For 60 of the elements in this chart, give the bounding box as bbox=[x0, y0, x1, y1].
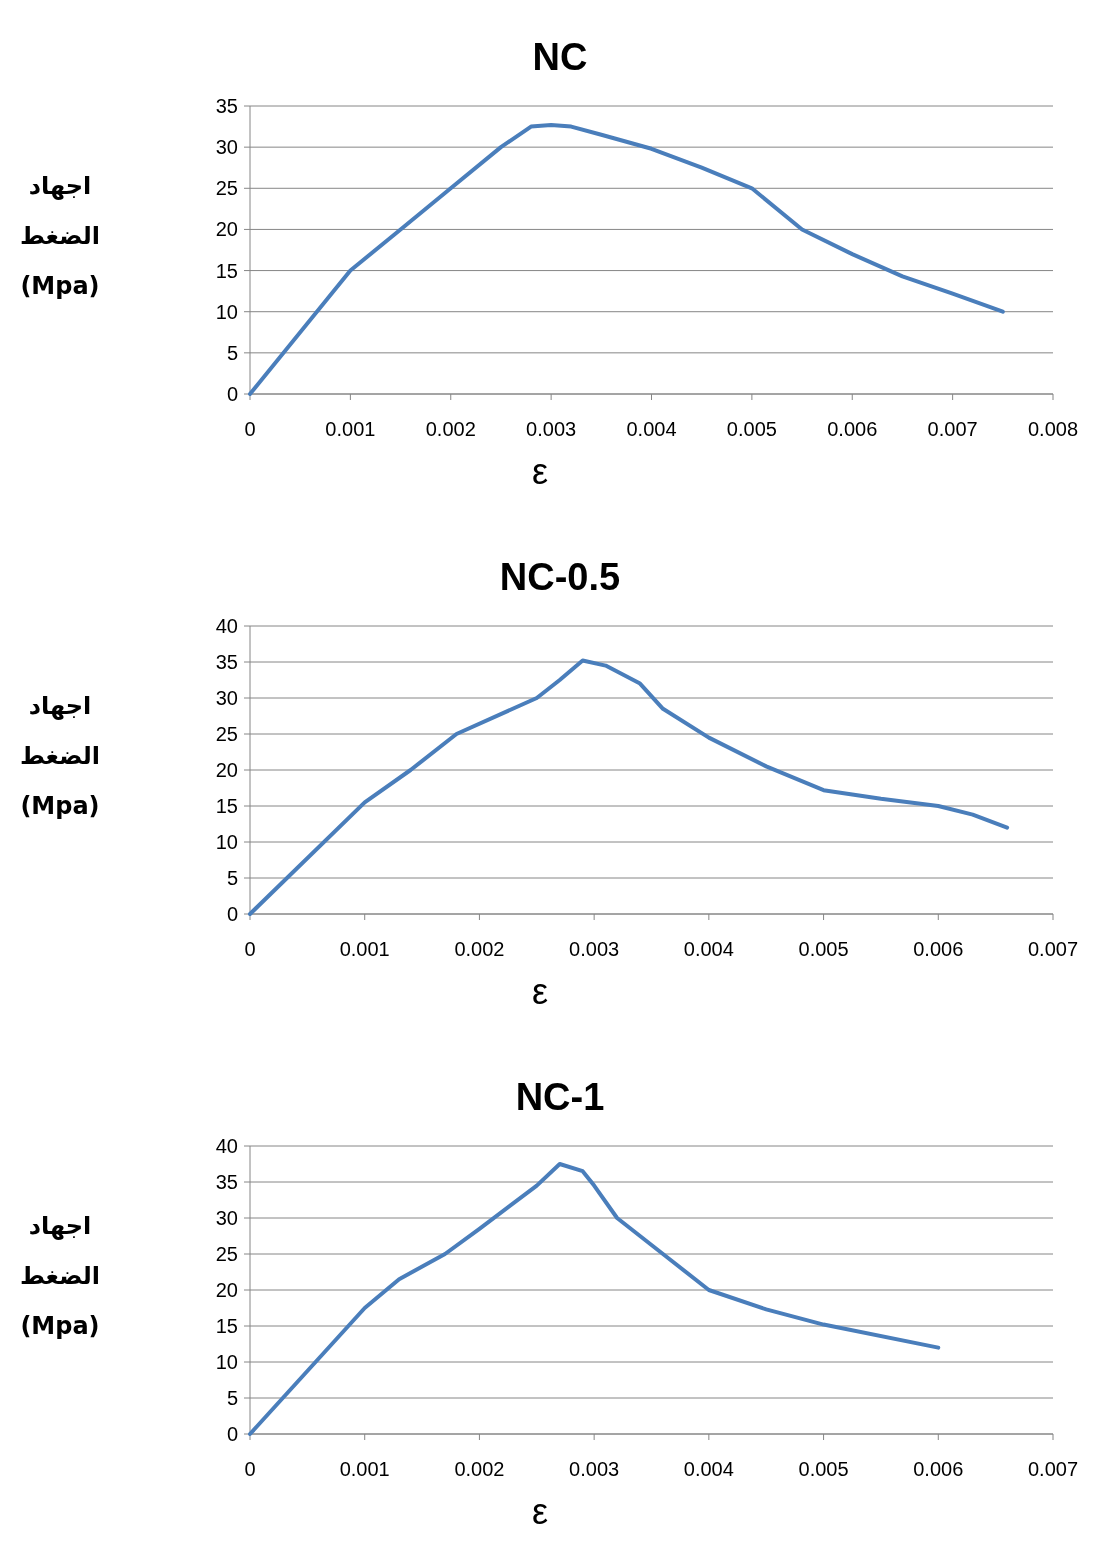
x-axis-title: ε bbox=[531, 971, 549, 1012]
y-tick-label: 30 bbox=[215, 687, 238, 709]
y-tick-label: 0 bbox=[226, 383, 238, 405]
y-tick-label: 10 bbox=[215, 1351, 238, 1373]
x-tick-label: 0.004 bbox=[683, 938, 734, 960]
x-tick-label: 0.008 bbox=[1027, 418, 1079, 440]
y-tick-label: 15 bbox=[215, 1315, 238, 1337]
y-tick-label: 40 bbox=[215, 615, 238, 637]
y-tick-label: 5 bbox=[226, 341, 238, 364]
x-tick-label: 0.005 bbox=[798, 938, 849, 960]
y-tick-label: 15 bbox=[215, 259, 238, 282]
x-tick-label: 0 bbox=[244, 1458, 256, 1480]
y-tick-label: 15 bbox=[215, 795, 238, 817]
y-tick-label: 10 bbox=[215, 831, 238, 853]
chart-title: NC-1 bbox=[515, 1076, 605, 1118]
x-tick-label: 0.003 bbox=[569, 1458, 620, 1480]
x-axis-title: ε bbox=[531, 451, 549, 492]
y-tick-label: 30 bbox=[215, 1207, 238, 1229]
chart-title: NC-0.5 bbox=[499, 556, 621, 598]
x-tick-label: 0.002 bbox=[454, 1458, 505, 1480]
y-tick-label: 35 bbox=[215, 1171, 238, 1193]
x-tick-label: 0.006 bbox=[913, 1458, 964, 1480]
y-tick-label: 35 bbox=[215, 95, 238, 117]
x-tick-label: 0.006 bbox=[913, 938, 964, 960]
y-tick-label: 20 bbox=[215, 759, 238, 781]
x-tick-label: 0 bbox=[244, 938, 256, 960]
x-tick-label: 0.003 bbox=[569, 938, 620, 960]
y-tick-label: 10 bbox=[215, 300, 238, 323]
x-tick-label: 0.002 bbox=[454, 938, 505, 960]
line-series bbox=[248, 1162, 941, 1436]
y-tick-label: 40 bbox=[215, 1135, 238, 1157]
chart-title: NC bbox=[532, 36, 588, 78]
x-tick-label: 0.001 bbox=[339, 1458, 390, 1480]
x-tick-label: 0 bbox=[244, 418, 256, 440]
x-tick-label: 0.005 bbox=[798, 1458, 849, 1480]
line-series bbox=[248, 122, 1005, 396]
y-tick-label: 5 bbox=[226, 867, 238, 889]
x-axis-title: ε bbox=[531, 1491, 549, 1532]
x-tick-label: 0.006 bbox=[827, 418, 878, 440]
y-tick-label: 35 bbox=[215, 651, 238, 673]
x-tick-label: 0.001 bbox=[339, 938, 390, 960]
x-tick-label: 0.004 bbox=[626, 418, 677, 440]
x-tick-label: 0.007 bbox=[1027, 1458, 1079, 1480]
y-tick-label: 0 bbox=[226, 903, 238, 925]
y-tick-label: 30 bbox=[215, 136, 238, 159]
y-tick-label: 25 bbox=[215, 723, 238, 745]
y-tick-label: 0 bbox=[226, 1423, 238, 1445]
y-tick-label: 5 bbox=[226, 1387, 238, 1409]
x-tick-label: 0.001 bbox=[325, 418, 376, 440]
x-tick-label: 0.003 bbox=[526, 418, 577, 440]
x-tick-label: 0.007 bbox=[927, 418, 978, 440]
y-tick-label: 25 bbox=[215, 1243, 238, 1265]
y-tick-label: 25 bbox=[215, 177, 238, 200]
x-tick-label: 0.007 bbox=[1027, 938, 1079, 960]
x-tick-label: 0.005 bbox=[726, 418, 777, 440]
y-tick-label: 20 bbox=[215, 1279, 238, 1301]
y-tick-label: 20 bbox=[215, 218, 238, 241]
x-tick-label: 0.002 bbox=[425, 418, 476, 440]
line-series bbox=[248, 658, 1010, 916]
x-tick-label: 0.004 bbox=[683, 1458, 734, 1480]
